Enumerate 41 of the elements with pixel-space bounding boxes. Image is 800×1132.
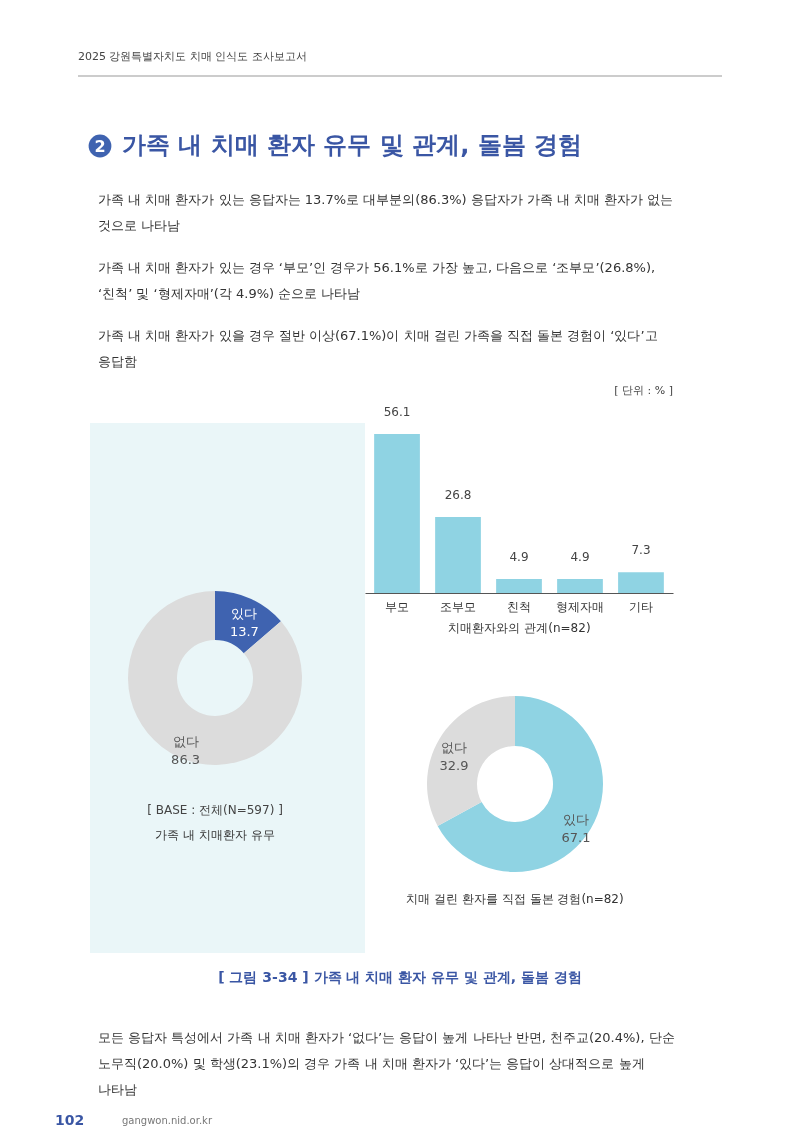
text: [ 그림 3-34 ] 가족 내 치매 환자 유무 및 관계, 돌봄 경험 xyxy=(218,969,582,985)
text: gangwon.nid.or.kr xyxy=(122,1115,213,1126)
text: 모든 응답자 특성에서 가족 내 치매 환자가 ‘없다’는 응답이 높게 나타난 반면, 천주교(20.4%), 단순 노무직(20.0%) 및 학생(23.1%)의 경우 가족 내 치매 환자가 ‘있다’는 응답이 상대적으로 높게 나타남 xyxy=(98,1030,675,1097)
data-label: 32.9 xyxy=(439,757,469,773)
slice-label: 있다 xyxy=(231,605,258,621)
bar xyxy=(618,572,664,593)
x-tick-label: 친척 xyxy=(507,599,531,614)
data-label: 13.7 xyxy=(229,623,259,639)
text: 가족 내 치매환자 유무 xyxy=(155,828,275,842)
x-tick-label: 기타 xyxy=(628,599,653,614)
text: [ 단위 : % ] xyxy=(614,384,673,398)
text: 치매 걸린 환자를 직접 돌본 경험(n=82) xyxy=(406,892,624,906)
donut-slice xyxy=(215,591,281,654)
bar xyxy=(435,517,481,593)
data-label: 4.9 xyxy=(570,550,590,565)
slice-label: 있다 xyxy=(563,812,589,828)
x-axis-title: 치매환자와의 관계(n=82) xyxy=(448,620,591,635)
text: 2 xyxy=(94,137,106,156)
text: 2025 강원특별자치도 치매 인식도 조사보고서 xyxy=(78,50,307,63)
data-label: 7.3 xyxy=(631,543,651,558)
donut-slice xyxy=(437,696,603,872)
bar xyxy=(374,434,420,593)
donut-slice xyxy=(128,591,302,765)
data-label: 86.3 xyxy=(171,752,201,768)
x-tick-label: 조부모 xyxy=(440,599,477,614)
text: 가족 내 치매 환자가 있는 응답자는 13.7%로 대부분의(86.3%) 응답자가 가족 내 치매 환자가 없는 것으로 나타남 xyxy=(98,192,674,233)
slice-label: 없다 xyxy=(172,734,199,750)
data-label: 56.1 xyxy=(383,405,411,420)
data-label: 4.9 xyxy=(509,550,529,565)
text: [ BASE : 전체(N=597) ] xyxy=(147,803,283,817)
slice-label: 없다 xyxy=(441,739,467,755)
text: 가족 내 치매 환자가 있는 경우 ‘부모’인 경우가 56.1%로 가장 높고, 다음으로 ‘조부모’(26.8%), ‘친척’ 및 ‘형제자매’(각 4.9%) 순으로 나타남 xyxy=(98,260,656,301)
x-tick-label: 형제자매 xyxy=(555,599,604,614)
x-tick-label: 부모 xyxy=(385,599,410,614)
text: 102 xyxy=(55,1112,85,1128)
bar xyxy=(557,579,603,593)
data-label: 26.8 xyxy=(444,488,472,503)
donut-slice xyxy=(427,696,515,826)
text: 가족 내 치매 환자 유무 및 관계, 돌봄 경험 xyxy=(122,131,582,159)
bar xyxy=(496,579,542,593)
text: 가족 내 치매 환자가 있을 경우 절반 이상(67.1%)이 치매 걸린 가족을 직접 돌본 경험이 ‘있다’고 응답함 xyxy=(98,328,658,369)
